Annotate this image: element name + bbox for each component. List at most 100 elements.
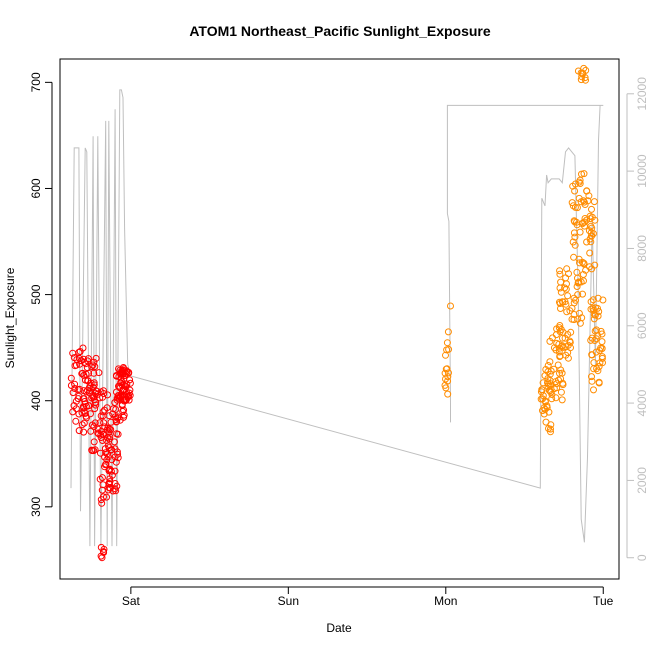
y-tick-label: 300: [29, 497, 43, 517]
series-1-point: [80, 407, 88, 415]
series-1-point: [100, 390, 108, 397]
series-1-point: [98, 474, 106, 482]
series-1-point: [78, 370, 86, 378]
series-1-point: [114, 454, 122, 462]
series-1-point: [105, 479, 113, 487]
series-2-point: [571, 218, 579, 226]
x-tick-label: Sun: [278, 594, 299, 608]
series-2-point: [580, 260, 588, 268]
series-1-point: [102, 460, 110, 468]
series-1-point: [80, 428, 88, 436]
series-1-point: [107, 446, 115, 454]
series-1-point: [78, 421, 86, 429]
series-2-point: [540, 404, 548, 412]
y-right-tick-label: 4000: [635, 389, 649, 416]
series-2-point: [585, 192, 593, 200]
series-1-point: [78, 409, 86, 417]
series-1-point: [113, 430, 121, 438]
series-2-point: [567, 328, 575, 336]
series-2-point: [594, 367, 602, 375]
y-axis-label: Sunlight_Exposure: [3, 267, 17, 368]
series-1-point: [85, 384, 93, 392]
series-1-point: [92, 389, 99, 397]
series-1-point: [85, 402, 93, 410]
series-1-point: [72, 417, 80, 425]
series-2-point: [556, 270, 564, 278]
series-1-point: [103, 493, 110, 501]
series-1-point: [105, 412, 113, 420]
series-1-point: [105, 467, 113, 474]
series-2-point: [587, 222, 595, 230]
series-2-point: [539, 392, 547, 400]
series-1-point: [105, 435, 113, 443]
series-1-point: [100, 419, 108, 427]
series-2-point: [553, 384, 561, 392]
series-2-point: [579, 290, 586, 298]
series-1-point: [87, 427, 95, 435]
series-2-point: [567, 344, 574, 352]
series-2-point: [596, 359, 604, 367]
series-2-point: [557, 366, 565, 374]
series-2-point: [544, 362, 552, 369]
series-2-point: [592, 326, 600, 334]
series-2-point: [581, 218, 589, 226]
series-1-point: [99, 493, 107, 501]
series-1-point: [98, 486, 106, 494]
series-2-point: [583, 216, 590, 224]
series-1-point: [106, 478, 114, 486]
y-right-tick-label: 6000: [635, 312, 649, 339]
series-1-point: [122, 383, 130, 391]
series-2-point: [590, 365, 598, 373]
series-2-point: [568, 315, 576, 323]
series-1-point: [91, 446, 99, 454]
y-right-tick-label: 0: [635, 554, 649, 561]
series-2-point: [598, 338, 606, 346]
series-2-point: [573, 283, 581, 290]
series-1-point: [67, 374, 75, 382]
plot-frame: [59, 58, 620, 580]
series-2-point: [443, 339, 451, 347]
y-right-tick-label: 10000: [635, 154, 649, 188]
series-2-point: [586, 249, 594, 257]
series-1-point: [99, 393, 107, 401]
series-1-point: [90, 447, 98, 455]
series-1-point: [88, 363, 96, 371]
series-2-point: [442, 384, 450, 392]
series-2-point: [546, 358, 554, 366]
series-2-point: [562, 285, 570, 293]
series-2-point: [557, 326, 565, 333]
series-2-point: [590, 359, 598, 367]
series-1-point: [118, 368, 126, 375]
series-2-point: [590, 198, 598, 206]
series-2-point: [598, 330, 606, 338]
series-1-point: [113, 482, 121, 490]
series-1-point: [117, 374, 125, 382]
series-1-point: [92, 354, 100, 362]
y-right-tick-label: 8000: [635, 235, 649, 262]
series-1-point: [119, 366, 127, 374]
series-1-point: [95, 369, 103, 377]
series-2-point: [571, 187, 579, 195]
series-2-point: [545, 408, 553, 416]
series-1-point: [113, 418, 121, 425]
series-2-point: [447, 302, 454, 310]
series-2-point: [568, 304, 576, 312]
x-tick-label: Sat: [122, 594, 141, 608]
series-2-point: [576, 259, 583, 267]
series-1-point: [108, 456, 116, 464]
series-2-point: [577, 278, 585, 286]
secondary-series-line: [70, 89, 604, 547]
series-1-point: [99, 437, 106, 444]
series-2-point: [542, 418, 550, 426]
series-2-point: [575, 309, 583, 317]
series-2-point: [444, 328, 452, 336]
series-2-point: [577, 76, 585, 84]
series-2-point: [537, 388, 545, 396]
series-2-point: [557, 388, 565, 396]
series-2-point: [445, 369, 452, 377]
series-2-point: [557, 288, 565, 296]
axes-layer: 300 400 500 600 700 0 2000 4000 6000 8000 10000 120…: [29, 72, 649, 608]
series-2-point: [590, 311, 598, 319]
series-1-point: [91, 363, 99, 371]
series-2-point: [575, 278, 583, 286]
